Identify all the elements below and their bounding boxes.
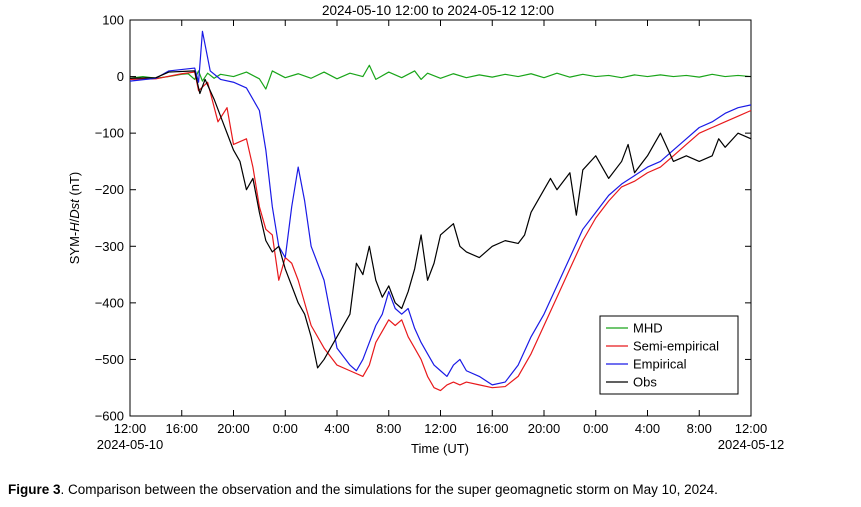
y-axis-label-part-1: SYM- — [67, 232, 82, 265]
x-tick-label: 0:00 — [583, 421, 608, 436]
y-tick-label: −100 — [95, 126, 124, 141]
legend: MHD Semi-empirical Empirical Obs — [599, 315, 739, 395]
x-tick-label: 12:00 — [114, 421, 147, 436]
caption-label: Figure 3 — [8, 482, 61, 497]
chart-canvas: 2024-05-10 12:00 to 2024-05-12 12:00 100… — [67, 3, 785, 456]
y-tick-label: −500 — [95, 352, 124, 367]
y-axis-label-part-4: Dst — [67, 198, 82, 219]
legend-label-semi-empirical: Semi-empirical — [633, 339, 719, 354]
y-tick-label: −400 — [95, 295, 124, 310]
caption-text: . Comparison between the observation and… — [60, 482, 718, 497]
series-line-obs — [129, 70, 752, 369]
x-tick-label: 12:00 — [424, 421, 457, 436]
x-tick-label: 16:00 — [165, 421, 198, 436]
x-tick-label: 20:00 — [528, 421, 561, 436]
y-axis-label: SYM-H/Dst (nT) — [67, 172, 82, 264]
series-line-semi-empirical — [129, 71, 752, 392]
series-layer — [129, 30, 752, 392]
y-axis-label-part-2: H — [67, 222, 82, 232]
x-axis-label: Time (UT) — [411, 441, 469, 456]
y-tick-label: −300 — [95, 239, 124, 254]
y-tick-label: 100 — [102, 13, 124, 28]
legend-box — [599, 315, 739, 395]
x-tick-label: 12:00 — [735, 421, 768, 436]
legend-label-mhd: MHD — [633, 321, 663, 336]
x-tick-label: 8:00 — [376, 421, 401, 436]
y-tick-label: −600 — [95, 409, 124, 424]
legend-label-obs: Obs — [633, 375, 657, 390]
y-tick-label: 0 — [117, 69, 124, 84]
y-axis-label-part-5: (nT) — [67, 172, 82, 199]
x-tick-label: 4:00 — [635, 421, 660, 436]
series-line-empirical — [129, 30, 752, 386]
x-tick-label: 20:00 — [217, 421, 250, 436]
y-axis-label-part-3: / — [67, 218, 82, 222]
y-tick-label: −200 — [95, 182, 124, 197]
figure-caption: Figure 3. Comparison between the observa… — [8, 482, 858, 497]
x-tick-label: 0:00 — [273, 421, 298, 436]
x-date-label: 2024-05-10 — [97, 437, 164, 452]
x-date-label: 2024-05-12 — [718, 437, 785, 452]
x-tick-label: 4:00 — [324, 421, 349, 436]
x-tick-label: 8:00 — [687, 421, 712, 436]
x-tick-label: 16:00 — [476, 421, 509, 436]
legend-label-empirical: Empirical — [633, 357, 687, 372]
series-line-mhd — [129, 64, 752, 90]
chart-title: 2024-05-10 12:00 to 2024-05-12 12:00 — [322, 3, 554, 18]
